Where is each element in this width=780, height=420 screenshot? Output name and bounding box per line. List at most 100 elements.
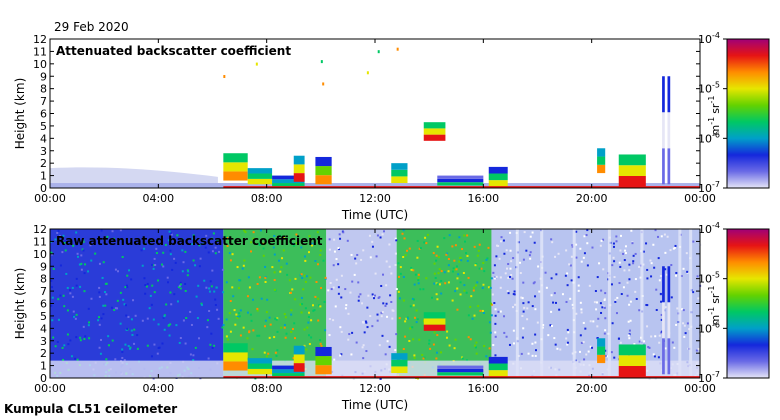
y-tick-label: 3 (40, 335, 47, 348)
noise-speck (84, 263, 87, 266)
noise-speck (263, 325, 266, 328)
noise-speck (680, 274, 683, 277)
noise-speck (426, 233, 429, 236)
noise-speck (71, 295, 74, 298)
cloud-layer-8 (437, 368, 484, 373)
noise-speck (169, 291, 172, 294)
noise-speck (87, 307, 90, 310)
noise-speck (511, 277, 514, 280)
noise-speck (447, 258, 450, 261)
noise-speck (529, 251, 532, 254)
noise-speck (127, 315, 130, 318)
noise-speck (409, 305, 412, 308)
noise-speck (368, 377, 371, 380)
noise-speck (320, 344, 323, 347)
cloud-layer-3 (272, 369, 305, 374)
noise-speck (571, 244, 574, 247)
noise-speck (522, 258, 525, 261)
noise-speck (365, 321, 368, 324)
backscatter-field (50, 229, 702, 380)
noise-speck (410, 266, 413, 269)
unit-exp-m: -1 (707, 117, 716, 125)
noise-speck (207, 357, 210, 360)
y-tick-label: 2 (40, 157, 47, 170)
noise-speck (295, 233, 298, 236)
noise-speck (565, 300, 568, 303)
noise-speck (697, 347, 700, 350)
noise-speck (492, 271, 495, 274)
noise-speck (121, 356, 124, 359)
noise-speck (127, 344, 130, 347)
noise-speck (228, 312, 231, 315)
noise-speck (332, 286, 335, 289)
noise-speck (69, 289, 72, 292)
noise-speck (646, 304, 649, 307)
noise-speck (642, 263, 645, 266)
noise-speck (531, 354, 534, 357)
x-tick-label: 16:00 (467, 382, 499, 395)
noise-speck (578, 350, 581, 353)
noise-speck (125, 314, 128, 317)
noise-speck (50, 251, 53, 254)
noise-speck (176, 238, 179, 241)
cloud-layer-3 (272, 373, 305, 377)
noise-speck (489, 331, 492, 334)
noise-speck (337, 292, 340, 295)
noise-speck (163, 328, 166, 331)
noise-speck (428, 342, 431, 345)
noise-speck (463, 284, 466, 287)
noise-speck (482, 262, 485, 265)
y-tick-label: 12 (33, 223, 47, 236)
noise-speck (105, 358, 108, 361)
noise-speck (467, 314, 470, 317)
colorbar-tick-exponent: -7 (712, 180, 720, 189)
noise-speck (687, 347, 690, 350)
noise-speck (551, 241, 554, 244)
noise-speck (648, 346, 651, 349)
noise-speck (433, 262, 436, 265)
noise-speck (522, 302, 525, 305)
noise-speck (586, 264, 589, 267)
noise-speck (660, 313, 663, 316)
noise-speck (395, 333, 398, 336)
noise-speck (682, 309, 685, 312)
noise-speck (161, 235, 164, 238)
noise-speck (414, 273, 417, 276)
noise-speck (495, 255, 498, 258)
noise-speck (256, 309, 259, 312)
noise-speck (333, 358, 336, 361)
noise-speck (684, 332, 687, 335)
noise-speck (252, 298, 255, 301)
cloud-layer-13 (667, 112, 671, 149)
noise-speck (303, 274, 306, 277)
cloud-layer-5 (315, 365, 332, 375)
cloud-layer-8 (437, 365, 484, 369)
noise-speck (152, 318, 155, 321)
noise-speck (198, 265, 201, 268)
noise-speck (75, 284, 78, 287)
noise-speck (198, 337, 201, 340)
noise-speck (433, 282, 436, 285)
noise-speck (583, 252, 586, 255)
noise-speck (114, 268, 117, 271)
noise-speck (79, 339, 82, 342)
noise-speck (505, 335, 508, 338)
noise-speck (657, 257, 660, 260)
noise-speck (51, 296, 54, 299)
noise-speck (379, 377, 382, 380)
noise-speck (583, 358, 586, 361)
colorbar-tick-exponent: -6 (712, 320, 720, 329)
noise-speck (209, 343, 212, 346)
noise-speck (628, 269, 631, 272)
noise-speck (451, 299, 454, 302)
noise-speck (682, 267, 685, 270)
noise-speck (411, 326, 414, 329)
noise-speck (157, 323, 160, 326)
noise-speck (556, 347, 559, 350)
plot-area (50, 39, 700, 188)
x-tick-label: 00:00 (684, 192, 716, 205)
noise-speck (509, 231, 512, 234)
noise-speck (670, 264, 673, 267)
